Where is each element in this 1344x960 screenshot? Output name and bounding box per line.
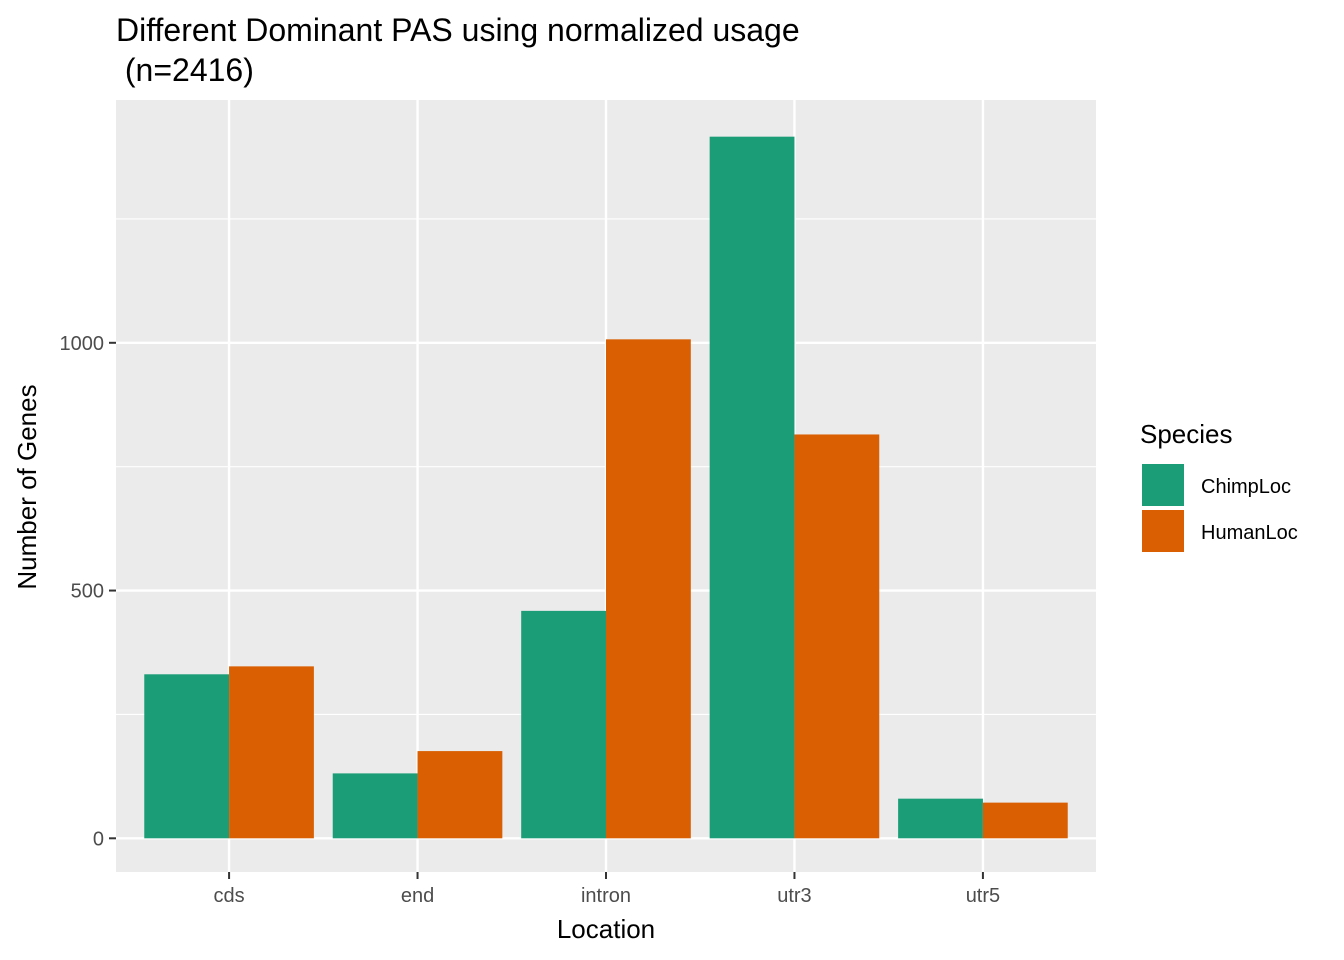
- bar-chimploc-utr5: [898, 798, 983, 839]
- chart-title: Different Dominant PAS using normalized …: [116, 12, 800, 48]
- y-axis: 0 500 1000: [60, 333, 116, 850]
- legend-title: Species: [1140, 419, 1233, 449]
- y-tick-label: 1000: [60, 333, 105, 355]
- x-tick-label: intron: [581, 885, 631, 907]
- y-tick-label: 0: [93, 828, 104, 850]
- y-axis-title: Number of Genes: [12, 384, 42, 589]
- legend-label-chimploc: ChimpLoc: [1201, 476, 1291, 498]
- bar-humanloc-utr3: [794, 434, 880, 839]
- legend-key-chimploc: [1142, 464, 1184, 506]
- bars: [144, 136, 1068, 839]
- legend-label-humanloc: HumanLoc: [1201, 522, 1298, 544]
- x-tick-label: end: [401, 885, 434, 907]
- bar-humanloc-cds: [229, 666, 314, 839]
- bar-humanloc-end: [417, 751, 503, 839]
- x-axis: cds end intron utr3 utr5: [214, 872, 1000, 907]
- y-tick-label: 500: [71, 581, 104, 603]
- bar-chimploc-utr3: [709, 136, 795, 839]
- x-tick-label: cds: [214, 885, 245, 907]
- bar-chimploc-end: [332, 773, 418, 839]
- x-tick-label: utr5: [966, 885, 1000, 907]
- x-tick-label: utr3: [777, 885, 811, 907]
- chart-subtitle: (n=2416): [116, 52, 254, 88]
- bar-humanloc-intron: [606, 339, 691, 839]
- bar-chimploc-cds: [144, 674, 230, 839]
- legend: Species ChimpLoc HumanLoc: [1140, 419, 1298, 552]
- bar-humanloc-utr5: [982, 802, 1068, 839]
- legend-key-humanloc: [1142, 510, 1184, 552]
- x-axis-title: Location: [557, 914, 655, 944]
- bar-chimploc-intron: [521, 610, 606, 839]
